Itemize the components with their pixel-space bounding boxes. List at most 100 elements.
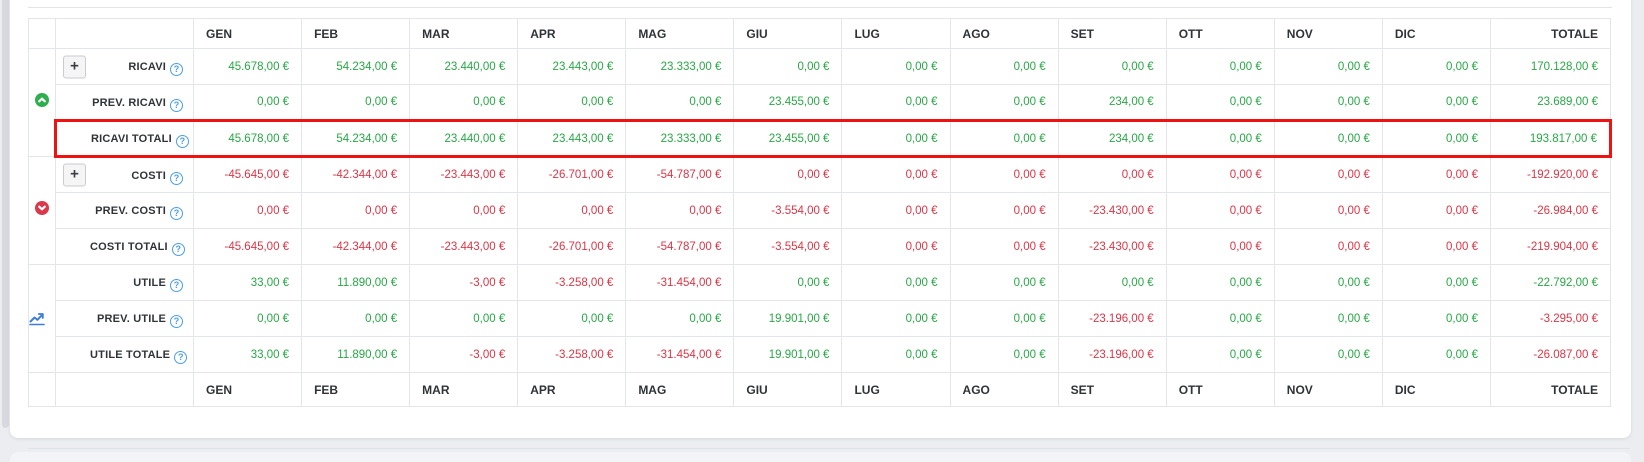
- value-cell: 0,00 €: [1381, 228, 1492, 265]
- table-row-costi-totali: COSTI TOTALI? -45.645,00 € -42.344,00 € -23…: [29, 228, 1611, 265]
- value-cell: 0,00 €: [1381, 48, 1492, 85]
- table-row-ricavi-totali: RICAVI TOTALI? 45.678,00 €54.234,00 €23.4…: [29, 119, 1612, 158]
- expand-row-button[interactable]: +: [63, 163, 86, 187]
- value-cell: 0,00 €: [1273, 336, 1383, 373]
- value-cell: 23.455,00 €: [733, 119, 843, 158]
- value-cell: 0,00 €: [841, 156, 951, 193]
- value-cell: 33,00 €: [192, 336, 303, 373]
- month-header-row: GEN FEB MAR APR MAG GIU LUG AGO SET OTT NOV DIC TOTA…: [28, 18, 1611, 49]
- costs-down-icon: [35, 201, 49, 215]
- month-header-set: SET: [1057, 372, 1167, 407]
- help-icon[interactable]: ?: [170, 279, 183, 292]
- value-cell: 0,00 €: [1165, 300, 1275, 337]
- row-label: UTILE: [133, 277, 166, 289]
- row-label-cell: PREV. COSTI?: [55, 192, 194, 229]
- table-row-costi: + COSTI? -45.645,00 € -42.344,00 € -23.443,0…: [28, 156, 1611, 265]
- row-label: PREV. UTILE: [96, 313, 166, 325]
- value-cell: 0,00 €: [625, 84, 735, 121]
- value-cell: -31.454,00 €: [625, 264, 735, 301]
- table-wrap: GEN FEB MAR APR MAG GIU LUG AGO SET OTT NOV DIC TOTA…: [28, 18, 1612, 407]
- value-cell: 0,00 €: [949, 156, 1059, 193]
- value-cell: -23.196,00 €: [1057, 336, 1167, 373]
- value-cell: 0,00 €: [1165, 264, 1275, 301]
- row-label-cell: PREV. RICAVI?: [55, 84, 194, 121]
- help-icon[interactable]: ?: [170, 171, 183, 185]
- value-cell: -26.701,00 €: [517, 228, 627, 265]
- value-cell: -42.344,00 €: [301, 228, 411, 265]
- value-cell: -23.430,00 €: [1057, 192, 1167, 229]
- group-icon-cell: [28, 48, 56, 157]
- value-cell: 33,00 €: [192, 264, 303, 301]
- month-header-dic: DIC: [1381, 18, 1492, 49]
- total-column-header: TOTALE: [1490, 372, 1611, 407]
- next-card-edge: [10, 452, 1631, 462]
- value-cell: 0,00 €: [1273, 119, 1383, 158]
- value-cell: -26.701,00 €: [517, 156, 627, 193]
- value-cell: 11.890,00 €: [301, 264, 411, 301]
- icon-column-header: [28, 18, 56, 49]
- help-icon[interactable]: ?: [170, 98, 183, 112]
- value-cell: 0,00 €: [1165, 192, 1275, 229]
- month-header-ago: AGO: [949, 372, 1059, 407]
- month-header-ott: OTT: [1165, 18, 1275, 49]
- table-header: GEN FEB MAR APR MAG GIU LUG AGO SET OTT NOV DIC TOTA…: [28, 18, 1611, 49]
- value-cell: -54.787,00 €: [625, 156, 735, 193]
- expand-row-button[interactable]: +: [63, 55, 86, 78]
- value-cell: 0,00 €: [1381, 264, 1492, 301]
- month-header-nov: NOV: [1273, 18, 1383, 49]
- month-header-mar: MAR: [409, 372, 519, 407]
- value-cell: 0,00 €: [1165, 228, 1275, 265]
- month-header-nov: NOV: [1273, 372, 1383, 407]
- value-cell: 0,00 €: [949, 119, 1059, 158]
- month-footer-row: GEN FEB MAR APR MAG GIU LUG AGO SET OTT NOV DIC TOTA…: [28, 372, 1611, 407]
- table-row-prev-utile: PREV. UTILE? 0,00 €0,00 €0,00 €0,00 €0,00…: [29, 300, 1611, 337]
- financial-table: GEN FEB MAR APR MAG GIU LUG AGO SET OTT NOV DIC TOTA…: [28, 18, 1612, 407]
- help-icon[interactable]: ?: [170, 207, 183, 220]
- table-row-ricavi: + RICAVI? 45.678,00 €54.234,00 €23.440,00 …: [28, 48, 1611, 157]
- row-label-cell: PREV. UTILE?: [55, 300, 194, 337]
- help-icon[interactable]: ?: [171, 243, 185, 256]
- left-panel-edge: [2, 0, 9, 428]
- row-label-cell: + RICAVI?: [55, 48, 194, 85]
- value-cell: 0,00 €: [517, 192, 627, 229]
- total-value-cell: -3.295,00 €: [1490, 300, 1611, 337]
- value-cell: -23.430,00 €: [1057, 228, 1167, 265]
- month-header-mar: MAR: [409, 18, 519, 49]
- value-cell: 0,00 €: [949, 336, 1059, 373]
- value-cell: 0,00 €: [841, 192, 951, 229]
- row-label: UTILE TOTALE: [90, 349, 171, 361]
- row-label-cell: COSTI TOTALI?: [55, 228, 194, 265]
- value-cell: 0,00 €: [1381, 119, 1492, 158]
- month-header-set: SET: [1057, 18, 1167, 49]
- value-cell: 0,00 €: [841, 264, 951, 301]
- help-icon[interactable]: ?: [175, 135, 189, 148]
- row-label: COSTI TOTALI: [90, 241, 168, 253]
- table-row-prev-ricavi: PREV. RICAVI? 0,00 €0,00 €0,00 €0,00 €0,0…: [29, 84, 1611, 121]
- month-header-mag: MAG: [625, 372, 735, 407]
- help-icon[interactable]: ?: [174, 351, 188, 364]
- total-value-cell: -22.792,00 €: [1490, 264, 1611, 301]
- help-icon[interactable]: ?: [170, 63, 183, 76]
- row-label: COSTI: [131, 169, 166, 182]
- value-cell: 0,00 €: [1273, 156, 1383, 193]
- group-icon-cell: [28, 264, 56, 373]
- row-label-cell: UTILE TOTALE?: [55, 336, 194, 373]
- row-label-cell: UTILE?: [55, 264, 194, 301]
- value-cell: 19.901,00 €: [733, 336, 843, 373]
- help-icon[interactable]: ?: [170, 315, 183, 328]
- value-cell: -23.443,00 €: [409, 228, 519, 265]
- group-icon-cell: [28, 156, 56, 265]
- value-cell: 0,00 €: [1165, 48, 1275, 85]
- value-cell: 0,00 €: [1057, 48, 1167, 85]
- value-cell: -42.344,00 €: [301, 156, 411, 193]
- value-cell: 11.890,00 €: [301, 336, 411, 373]
- value-cell: 0,00 €: [517, 84, 627, 121]
- month-header-feb: FEB: [301, 372, 411, 407]
- value-cell: 45.678,00 €: [192, 48, 303, 85]
- value-cell: 19.901,00 €: [733, 300, 843, 337]
- value-cell: 23.443,00 €: [517, 48, 627, 85]
- value-cell: 0,00 €: [1057, 264, 1167, 301]
- month-header-giu: GIU: [733, 18, 843, 49]
- table-footer: GEN FEB MAR APR MAG GIU LUG AGO SET OTT NOV DIC TOTA…: [28, 372, 1611, 407]
- value-cell: 0,00 €: [301, 192, 411, 229]
